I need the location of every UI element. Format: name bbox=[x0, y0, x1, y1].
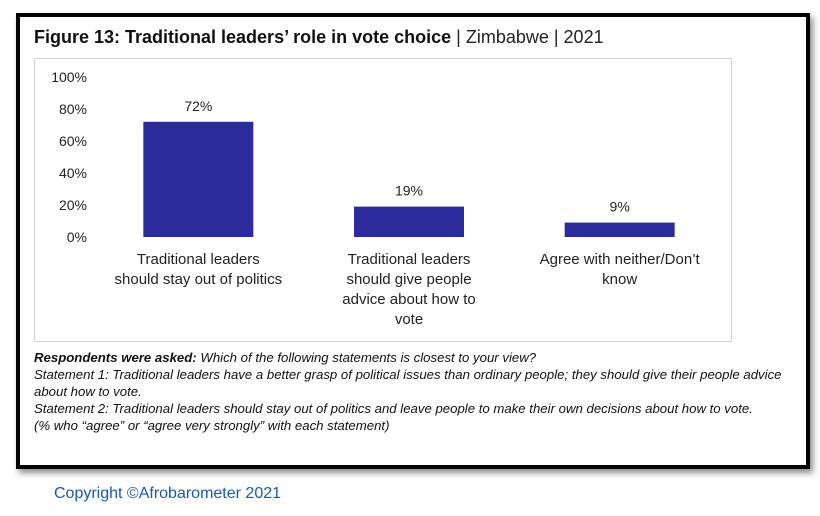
title-main: Figure 13: Traditional leaders’ role in … bbox=[34, 27, 452, 47]
x-category-label: advice about how to bbox=[342, 291, 475, 308]
figure-frame: Figure 13: Traditional leaders’ role in … bbox=[16, 13, 810, 469]
y-tick-label: 60% bbox=[59, 133, 87, 149]
statement-2: Statement 2: Traditional leaders should … bbox=[34, 401, 753, 416]
figure-title: Figure 13: Traditional leaders’ role in … bbox=[34, 27, 604, 48]
bar-chart: 0% 20% 40% 60% 80% 100% 72% Traditional leaders… bbox=[51, 69, 701, 328]
x-category-label: should give people bbox=[346, 271, 471, 288]
x-category-label: Traditional leaders bbox=[137, 251, 260, 268]
survey-notes: Respondents were asked: Which of the fol… bbox=[34, 349, 794, 434]
x-category-label: vote bbox=[395, 311, 423, 328]
copyright-text: Copyright ©Afrobarometer 2021 bbox=[54, 485, 282, 502]
bar bbox=[354, 206, 464, 237]
x-category-label: Agree with neither/Don’t bbox=[540, 251, 701, 268]
y-tick-label: 80% bbox=[59, 101, 87, 117]
statement-1: Statement 1: Traditional leaders have a … bbox=[34, 367, 786, 399]
title-separator: | bbox=[451, 27, 466, 47]
y-tick-label: 40% bbox=[59, 165, 87, 181]
x-category-label: Traditional leaders bbox=[348, 251, 471, 268]
title-separator: | bbox=[548, 27, 564, 47]
title-year: 2021 bbox=[563, 27, 604, 47]
question-label: Respondents were asked: bbox=[34, 350, 197, 365]
question-line: Respondents were asked: Which of the fol… bbox=[34, 349, 794, 366]
x-category-label: should stay out of politics bbox=[115, 271, 283, 288]
y-tick-label: 100% bbox=[51, 69, 87, 85]
data-label: 19% bbox=[395, 183, 423, 199]
y-tick-label: 0% bbox=[67, 229, 87, 245]
x-category-label: know bbox=[602, 271, 637, 288]
data-label: 72% bbox=[184, 98, 212, 114]
question-text: Which of the following statements is clo… bbox=[196, 350, 537, 365]
footnote: (% who “agree” or “agree very strongly” … bbox=[34, 418, 390, 433]
bar bbox=[143, 121, 254, 237]
data-label: 9% bbox=[610, 199, 630, 215]
chart-area: 0% 20% 40% 60% 80% 100% 72% Traditional leaders… bbox=[34, 58, 732, 342]
bar bbox=[564, 222, 675, 237]
y-tick-label: 20% bbox=[59, 197, 87, 213]
title-country: Zimbabwe bbox=[465, 27, 549, 47]
